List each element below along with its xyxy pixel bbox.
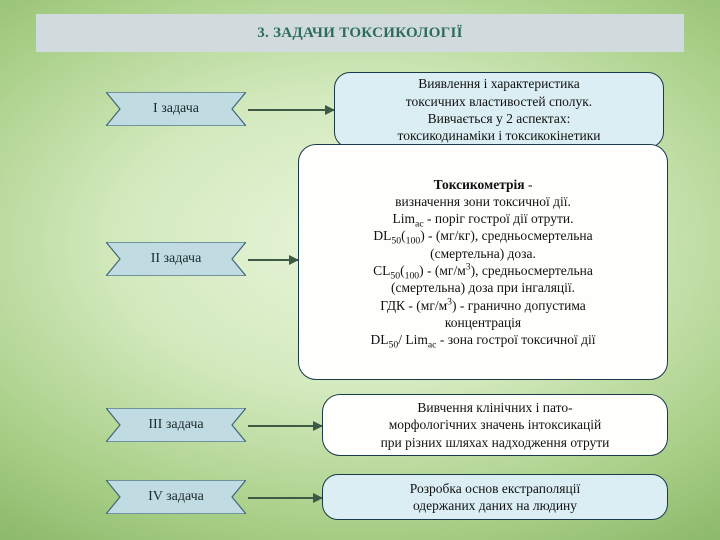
task-ribbon-label: IV задача (106, 480, 246, 514)
arrow-icon (248, 425, 322, 427)
title-bar: 3. ЗАДАЧИ ТОКСИКОЛОГІЇ (36, 14, 684, 52)
description-bubble: Розробка основ екстраполяціїодержаних да… (322, 474, 668, 520)
task-ribbon: III задача (106, 408, 246, 442)
description-text: Виявлення і характеристикатоксичних влас… (347, 75, 651, 144)
description-bubble: Токсикометрія -визначення зони токсичної… (298, 144, 668, 380)
task-ribbon-label: I задача (106, 92, 246, 126)
arrow-icon (248, 109, 334, 111)
diagram-canvas: 3. ЗАДАЧИ ТОКСИКОЛОГІЇ I задача Виявлення… (36, 14, 684, 526)
description-bubble: Вивчення клінічних і пато-морфологічних … (322, 394, 668, 456)
task-ribbon: I задача (106, 92, 246, 126)
description-text: Розробка основ екстраполяціїодержаних да… (335, 480, 655, 515)
arrow-icon (248, 497, 322, 499)
page-title: 3. ЗАДАЧИ ТОКСИКОЛОГІЇ (257, 25, 463, 42)
description-text: Токсикометрія -визначення зони токсичної… (311, 176, 655, 349)
task-ribbon-label: III задача (106, 408, 246, 442)
task-ribbon: IV задача (106, 480, 246, 514)
task-ribbon: II задача (106, 242, 246, 276)
description-bubble: Виявлення і характеристикатоксичних влас… (334, 72, 664, 148)
task-ribbon-label: II задача (106, 242, 246, 276)
arrow-icon (248, 259, 298, 261)
description-text: Вивчення клінічних і пато-морфологічних … (335, 399, 655, 451)
